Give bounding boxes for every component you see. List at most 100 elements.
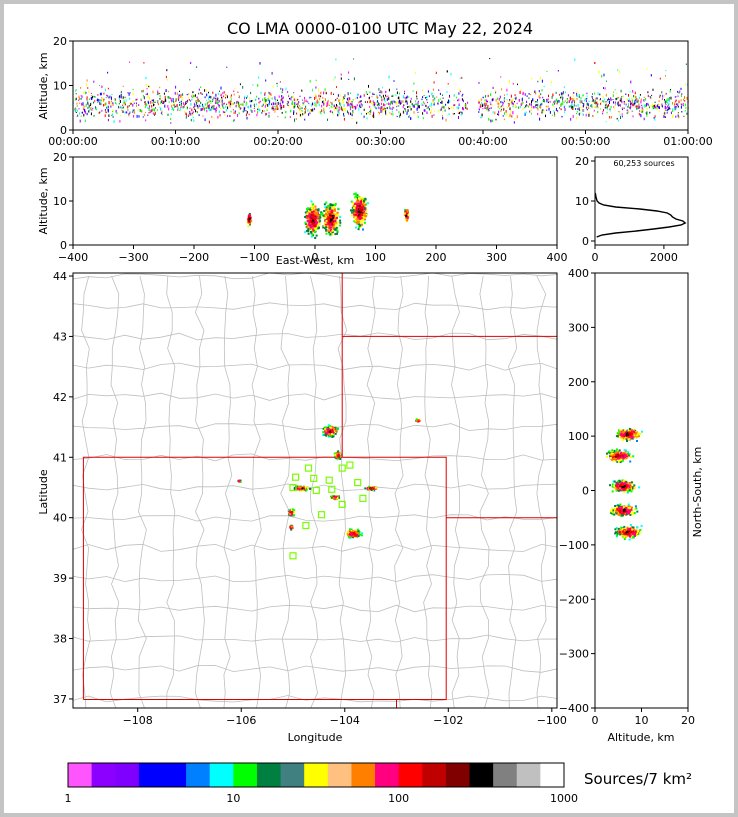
source-point: [226, 95, 228, 99]
source-point: [678, 92, 680, 94]
source-point: [89, 98, 90, 100]
source-point: [550, 80, 552, 84]
density-cell: [327, 424, 330, 427]
source-point: [514, 97, 516, 99]
source-point: [77, 114, 79, 117]
source-point: [426, 96, 428, 99]
source-point: [164, 95, 166, 99]
source-point: [488, 107, 490, 109]
source-point: [664, 99, 665, 101]
source-point: [618, 111, 620, 113]
source-point: [604, 101, 606, 103]
source-point: [210, 95, 212, 99]
source-point: [564, 100, 566, 102]
source-point: [579, 99, 581, 103]
source-point: [557, 111, 559, 114]
source-point: [645, 97, 647, 101]
density-cell: [358, 531, 361, 534]
source-point: [257, 110, 259, 113]
source-point: [331, 111, 333, 114]
source-point: [360, 106, 362, 108]
source-point: [331, 102, 333, 106]
source-point: [497, 100, 499, 103]
density-cell: [323, 433, 326, 436]
source-point: [425, 104, 427, 107]
source-point: [266, 108, 268, 110]
source-point: [603, 73, 605, 77]
source-point: [174, 91, 176, 95]
source-point: [196, 100, 198, 103]
source-point: [273, 110, 275, 112]
source-point: [287, 101, 289, 103]
source-point: [281, 91, 283, 94]
density-cell: [358, 205, 361, 208]
source-point: [161, 110, 163, 113]
density-cell: [310, 203, 313, 206]
source-point: [280, 106, 282, 110]
source-point: [85, 83, 87, 87]
source-point: [343, 117, 345, 121]
source-point: [310, 97, 312, 99]
source-point: [657, 108, 659, 110]
source-point: [388, 88, 390, 92]
source-point: [286, 103, 288, 105]
source-point: [623, 107, 625, 110]
source-point: [271, 107, 273, 110]
source-point: [249, 100, 251, 103]
source-point: [101, 97, 103, 99]
source-point: [253, 103, 255, 106]
source-point: [148, 112, 150, 114]
density-cell: [627, 450, 630, 453]
source-point: [516, 102, 518, 105]
source-point: [555, 98, 557, 102]
source-point: [482, 108, 484, 110]
density-cell: [333, 203, 336, 206]
source-point: [459, 110, 461, 114]
source-point: [426, 111, 428, 114]
source-point: [118, 97, 120, 100]
source-point: [665, 75, 666, 77]
source-point: [577, 108, 579, 110]
source-point: [322, 97, 324, 99]
source-point: [423, 101, 425, 104]
density-cell: [627, 436, 630, 438]
source-point: [188, 99, 190, 101]
source-point: [224, 111, 226, 113]
source-point: [303, 99, 305, 103]
source-point: [411, 103, 413, 105]
density-cell: [349, 209, 352, 212]
source-point: [231, 103, 233, 106]
source-point: [295, 118, 297, 121]
source-point: [343, 97, 345, 99]
source-point: [318, 111, 320, 113]
source-point: [92, 107, 94, 109]
source-point: [315, 79, 317, 81]
source-point: [161, 113, 163, 116]
source-point: [416, 108, 418, 111]
source-point: [511, 115, 513, 118]
density-cell: [630, 436, 633, 439]
source-point: [213, 108, 215, 110]
density-cell: [307, 227, 310, 230]
source-point: [215, 98, 217, 102]
source-point: [383, 103, 385, 106]
source-point: [484, 105, 486, 107]
density-cell: [357, 206, 360, 209]
source-point: [107, 108, 109, 112]
source-point: [265, 79, 267, 82]
source-point: [346, 97, 348, 101]
source-point: [564, 108, 566, 111]
source-point: [123, 101, 125, 105]
source-point: [121, 109, 123, 111]
source-point: [279, 81, 281, 83]
density-cell: [329, 425, 332, 428]
source-point: [666, 98, 668, 101]
source-point: [150, 100, 152, 104]
source-point: [256, 95, 258, 98]
source-point: [256, 113, 258, 117]
county-line: [423, 275, 433, 708]
source-point: [225, 105, 227, 109]
source-point: [583, 99, 585, 102]
density-cell: [322, 434, 325, 437]
